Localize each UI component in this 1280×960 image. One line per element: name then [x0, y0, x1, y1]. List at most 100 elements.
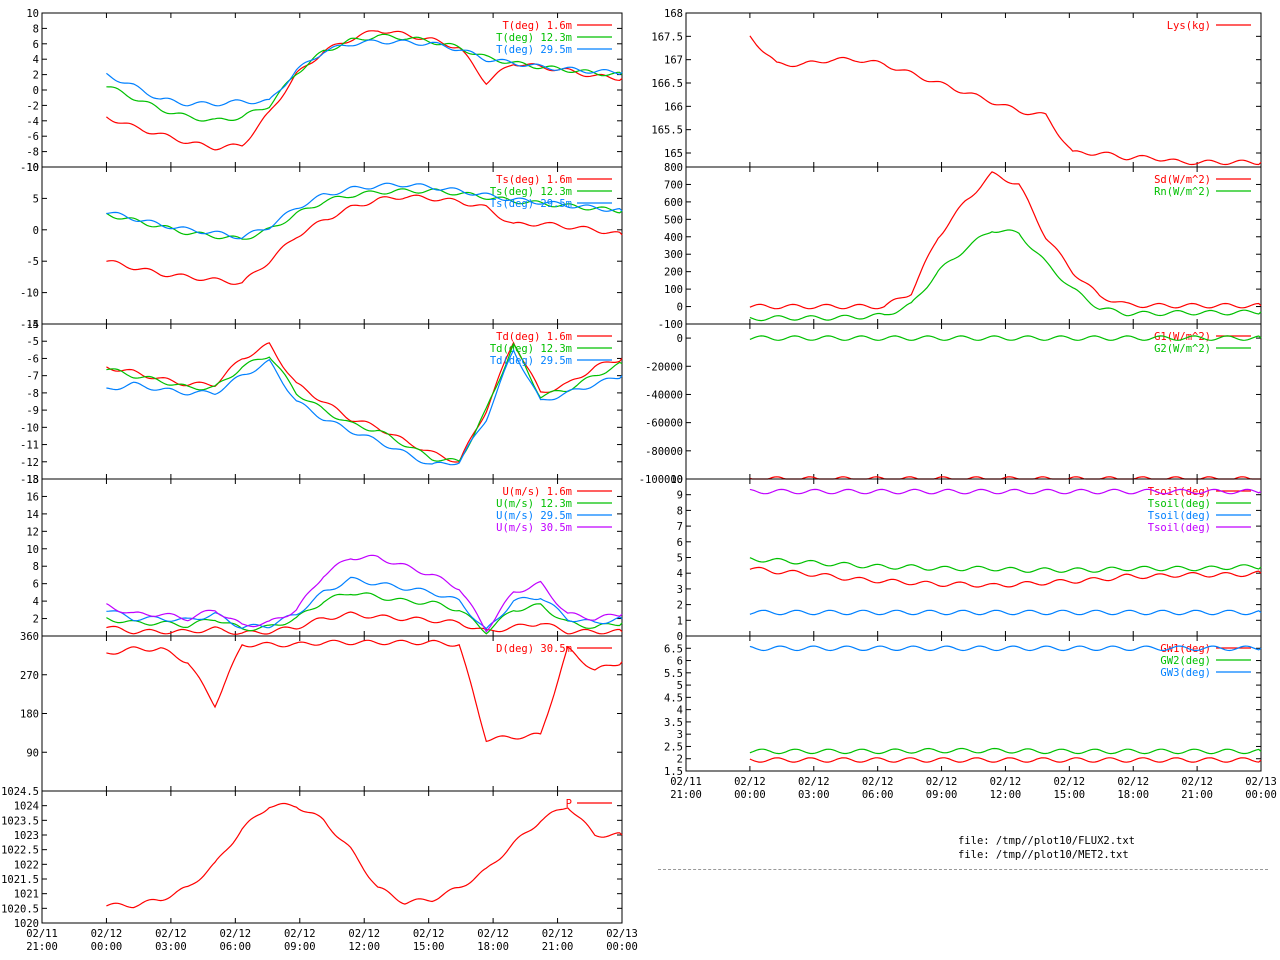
left-x-tick-time: 03:00	[155, 941, 187, 953]
y-tick-label: 6	[33, 579, 39, 591]
left-x-tick-date: 02/12	[477, 928, 509, 940]
legend-label: Tsoil(deg)	[1148, 510, 1211, 522]
series-line-red	[749, 757, 1262, 763]
chart-panel-left-6: 1024.5 1024 1023.5 1023 1022.5 1022 1021.5 1021…	[1, 786, 623, 930]
y-tick-label: 100	[664, 284, 683, 296]
legend-label: U(m/s) 12.3m	[496, 498, 572, 510]
series-line-green	[106, 188, 623, 240]
right-x-tick-date: 02/12	[1181, 776, 1213, 788]
left-x-tick-date: 02/13	[606, 928, 638, 940]
y-tick-label: 6	[677, 656, 683, 668]
left-x-tick-time: 18:00	[477, 941, 509, 953]
right-x-tick-time: 03:00	[798, 789, 830, 801]
y-tick-label: 10	[670, 474, 683, 486]
left-x-tick-time: 00:00	[606, 941, 638, 953]
source-file-2: file: /tmp//plot10/MET2.txt	[958, 849, 1129, 861]
y-tick-label: 1022	[14, 859, 39, 871]
y-tick-label: -100	[658, 319, 683, 331]
y-tick-label: 0	[677, 302, 683, 314]
right-x-tick-time: 15:00	[1054, 789, 1086, 801]
plot-frame	[685, 635, 1262, 772]
y-tick-label: 9	[677, 490, 683, 502]
y-tick-label: 8	[677, 505, 683, 517]
right-x-tick-date: 02/12	[734, 776, 766, 788]
legend-label: U(m/s) 29.5m	[496, 510, 572, 522]
legend-label: G2(W/m^2)	[1154, 343, 1211, 355]
y-tick-label: 4	[33, 596, 39, 608]
chart-panel-right-5: 6.565.554.543.532.521.5 GW1(deg)GW2(deg)G…	[664, 635, 1262, 778]
y-tick-label: -20000	[645, 361, 683, 373]
y-tick-label: 14	[26, 509, 39, 521]
right-x-tick-date: 02/12	[1117, 776, 1149, 788]
y-tick-label: 300	[664, 249, 683, 261]
chart-panel-left-1: 10 8 6 4 2 0 -2 -4 -6 -8 -10 T(deg) 1.6mT(deg) 12.3…	[20, 8, 623, 174]
y-tick-label: 10	[26, 544, 39, 556]
y-tick-label: 8	[33, 23, 39, 35]
y-tick-label: 500	[664, 214, 683, 226]
chart-panel-right-1: 168 167.5 167 166.5 166 165.5 165 Lys(kg)	[651, 8, 1262, 168]
y-tick-label: 360	[20, 631, 39, 643]
left-x-tick-date: 02/12	[284, 928, 316, 940]
legend-label: U(m/s) 30.5m	[496, 522, 572, 534]
y-tick-label: 165.5	[651, 125, 683, 137]
legend-label: GW2(deg)	[1160, 655, 1211, 667]
right-x-tick-date: 02/13	[1245, 776, 1277, 788]
legend-label: Tsoil(deg)	[1148, 486, 1211, 498]
y-tick-label: 5.5	[664, 668, 683, 680]
left-x-tick-time: 21:00	[26, 941, 58, 953]
series-line-red	[106, 639, 623, 743]
right-x-tick-time: 09:00	[926, 789, 958, 801]
y-tick-label: -10	[20, 162, 39, 174]
y-tick-label: -100000	[639, 474, 683, 486]
y-tick-label: 0	[33, 85, 39, 97]
series-line-red	[106, 341, 623, 463]
legend-label: Tsoil(deg)	[1148, 498, 1211, 510]
y-tick-label: -40000	[645, 389, 683, 401]
y-tick-label: 2	[33, 70, 39, 82]
y-tick-label: -7	[26, 371, 39, 383]
y-tick-label: -5	[26, 336, 39, 348]
left-x-tick-date: 02/11	[26, 928, 58, 940]
y-tick-label: -8	[26, 388, 39, 400]
dashed-separator	[658, 869, 1268, 870]
right-x-tick-date: 02/12	[926, 776, 958, 788]
y-tick-label: -12	[20, 457, 39, 469]
y-tick-label: 4	[677, 705, 683, 717]
y-tick-label: 5	[33, 193, 39, 205]
y-tick-label: 166	[664, 101, 683, 113]
y-tick-label: 5	[677, 680, 683, 692]
y-tick-label: -9	[26, 405, 39, 417]
legend-label: GW1(deg)	[1160, 643, 1211, 655]
left-x-tick-date: 02/12	[91, 928, 123, 940]
y-tick-label: -2	[26, 100, 39, 112]
series-line-blue	[106, 348, 623, 466]
right-x-tick-time: 21:00	[670, 789, 702, 801]
left-x-tick-time: 12:00	[348, 941, 380, 953]
series-line-blue	[106, 182, 623, 240]
right-x-tick-date: 02/12	[1054, 776, 1086, 788]
y-tick-label: 166.5	[651, 78, 683, 90]
y-tick-label: -4	[26, 319, 39, 331]
y-tick-label: 16	[26, 491, 39, 503]
y-tick-label: -60000	[645, 418, 683, 430]
legend-label: Lys(kg)	[1167, 20, 1211, 32]
y-tick-label: 1020.5	[1, 903, 39, 915]
y-tick-label: -6	[26, 131, 39, 143]
y-tick-label: 0	[677, 333, 683, 345]
legend-label: T(deg) 12.3m	[496, 32, 572, 44]
series-line-red	[106, 611, 623, 635]
series-line-magenta	[749, 488, 1262, 495]
right-x-tick-time: 00:00	[1245, 789, 1277, 801]
right-x-tick-time: 06:00	[862, 789, 894, 801]
y-tick-label: 600	[664, 197, 683, 209]
y-tick-label: -10	[20, 422, 39, 434]
right-x-tick-date: 02/12	[798, 776, 830, 788]
legend-label: Ts(deg) 12.3m	[490, 186, 572, 198]
series-line-red	[106, 802, 623, 909]
y-tick-label: 1021	[14, 889, 39, 901]
left-x-tick-time: 15:00	[413, 941, 445, 953]
right-x-tick-time: 21:00	[1181, 789, 1213, 801]
